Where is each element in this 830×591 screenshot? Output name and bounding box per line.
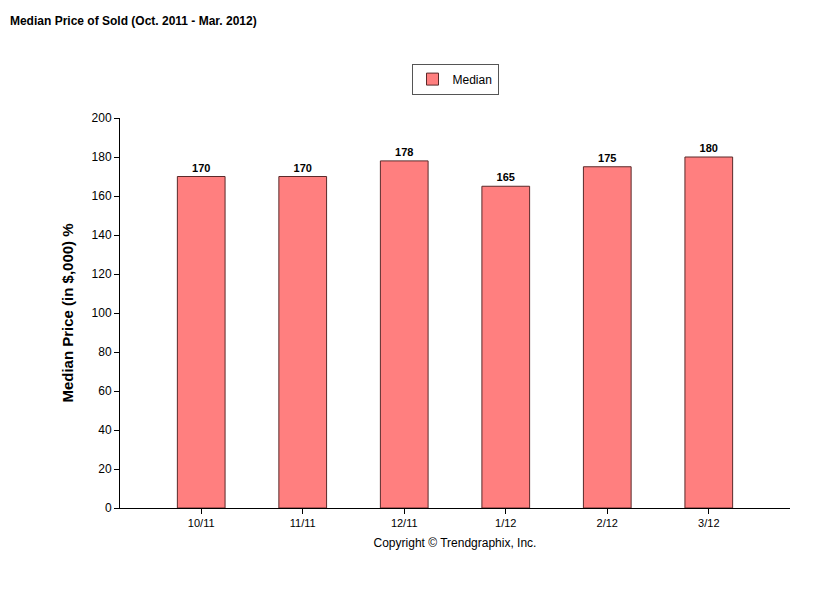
- svg-text:1/12: 1/12: [495, 517, 516, 529]
- svg-text:180: 180: [92, 150, 112, 164]
- svg-text:160: 160: [92, 189, 112, 203]
- svg-text:12/11: 12/11: [391, 517, 418, 529]
- svg-text:120: 120: [92, 267, 112, 281]
- svg-text:2/12: 2/12: [597, 517, 618, 529]
- svg-text:3/12: 3/12: [698, 517, 719, 529]
- svg-text:0: 0: [105, 501, 112, 515]
- svg-text:11/11: 11/11: [290, 517, 316, 529]
- svg-text:40: 40: [98, 423, 112, 437]
- svg-text:Copyright © Trendgraphix, Inc.: Copyright © Trendgraphix, Inc.: [374, 536, 537, 550]
- svg-text:170: 170: [192, 162, 210, 174]
- svg-text:140: 140: [92, 228, 112, 242]
- svg-text:200: 200: [92, 111, 112, 125]
- svg-text:Median Price of Sold (Oct. 201: Median Price of Sold (Oct. 2011 - Mar. 2…: [10, 14, 257, 28]
- svg-text:165: 165: [497, 171, 515, 183]
- svg-text:Median Price (in $,000) %: Median Price (in $,000) %: [59, 223, 76, 402]
- svg-text:20: 20: [98, 462, 112, 476]
- svg-text:80: 80: [98, 345, 112, 359]
- svg-text:100: 100: [92, 306, 112, 320]
- svg-text:Median: Median: [453, 73, 492, 87]
- svg-text:180: 180: [700, 142, 718, 154]
- svg-text:170: 170: [294, 162, 312, 174]
- svg-text:175: 175: [598, 152, 616, 164]
- svg-text:178: 178: [395, 146, 413, 158]
- svg-text:10/11: 10/11: [188, 517, 215, 529]
- svg-text:60: 60: [98, 384, 112, 398]
